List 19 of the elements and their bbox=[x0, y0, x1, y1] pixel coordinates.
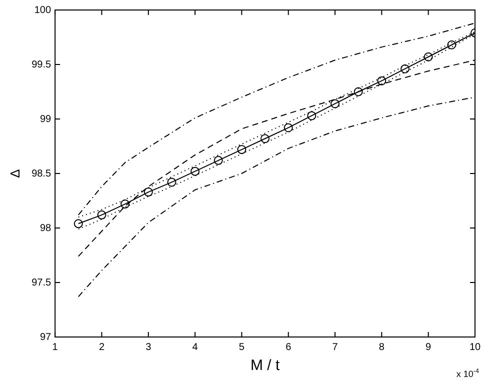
x-tick-label: 1 bbox=[52, 342, 58, 353]
y-tick-label: 98 bbox=[40, 222, 52, 234]
x-tick-label: 3 bbox=[146, 342, 152, 353]
y-tick-label: 97.5 bbox=[32, 277, 52, 288]
x-tick-label: 8 bbox=[378, 342, 385, 353]
x-axis-title: M / t bbox=[250, 357, 280, 374]
x-tick-label: 9 bbox=[426, 342, 432, 353]
y-tick-label: 97 bbox=[40, 332, 52, 343]
y-tick-label: 99 bbox=[40, 114, 52, 125]
x-tick-label: 2 bbox=[98, 342, 105, 353]
x-tick-label: 6 bbox=[286, 342, 292, 353]
y-tick-label: 100 bbox=[34, 4, 52, 16]
y-tick-label: 98.5 bbox=[32, 168, 52, 180]
x-tick-label: 4 bbox=[192, 342, 198, 353]
x-tick-label: 7 bbox=[332, 342, 338, 353]
x-tick-label: 5 bbox=[238, 342, 245, 353]
y-axis-title: Δ bbox=[7, 168, 22, 178]
y-tick-label: 99.5 bbox=[32, 59, 52, 70]
x-tick-label: 10 bbox=[469, 342, 481, 353]
